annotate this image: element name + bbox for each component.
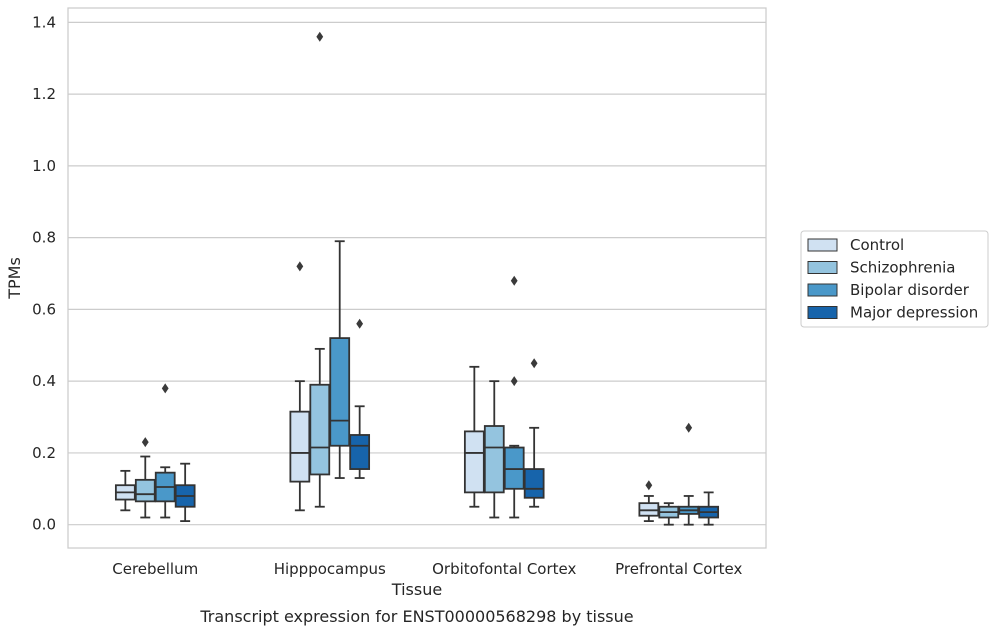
legend-label: Control <box>850 236 904 254</box>
y-axis-ticks: 0.0 0.2 0.4 0.6 0.8 1.0 1.2 1.4 <box>32 13 56 533</box>
box-major-depression <box>174 462 196 522</box>
x-axis-label: Tissue <box>391 580 442 599</box>
outlier-point <box>316 31 324 42</box>
legend-swatch <box>807 238 838 252</box>
box-bipolar-disorder <box>329 240 351 479</box>
legend-swatch <box>807 283 838 297</box>
box-schizophrenia <box>134 437 156 519</box>
box-control <box>463 365 485 508</box>
box-bipolar-disorder <box>678 422 700 526</box>
legend-label: Major depression <box>850 304 978 322</box>
y-tick-label: 0.2 <box>32 444 56 462</box>
outlier-point <box>685 422 693 433</box>
box-control <box>638 480 660 522</box>
y-tick-label: 0.6 <box>32 300 56 318</box>
x-tick-label: Cerebellum <box>112 560 198 578</box>
y-tick-label: 1.2 <box>32 85 56 103</box>
box-control <box>289 261 311 512</box>
box-schizophrenia <box>483 380 505 519</box>
y-tick-label: 1.4 <box>32 13 56 31</box>
gridlines <box>68 21 766 526</box>
legend: Control Schizophrenia Bipolar disorder Majo… <box>800 230 989 328</box>
outlier-point <box>530 358 538 369</box>
box-iqr <box>349 434 371 470</box>
box-plots <box>114 31 720 526</box>
legend-swatch <box>807 261 838 274</box>
outlier-point <box>510 275 518 286</box>
outlier-point <box>296 261 304 272</box>
box-iqr <box>483 425 505 494</box>
box-major-depression <box>349 318 371 479</box>
y-axis-label: TPMs <box>5 257 24 300</box>
outlier-point <box>645 480 653 491</box>
box-iqr <box>523 468 545 499</box>
box-iqr <box>309 383 331 476</box>
y-tick-label: 0.0 <box>32 516 56 534</box>
legend-label: Schizophrenia <box>850 259 955 277</box>
box-iqr <box>289 410 311 483</box>
box-schizophrenia <box>309 31 331 508</box>
box-schizophrenia <box>658 502 680 526</box>
legend-frame <box>800 230 989 328</box>
box-major-depression <box>523 358 545 508</box>
y-tick-label: 1.0 <box>32 157 56 175</box>
legend-label: Bipolar disorder <box>850 281 970 299</box>
box-bipolar-disorder <box>154 383 176 519</box>
box-iqr <box>329 337 351 447</box>
box-bipolar-disorder <box>503 275 525 519</box>
box-iqr <box>134 478 156 503</box>
outlier-point <box>356 318 364 329</box>
chart-caption: Transcript expression for ENST0000056829… <box>199 607 633 626</box>
y-tick-label: 0.4 <box>32 372 56 390</box>
y-tick-label: 0.8 <box>32 229 56 247</box>
legend-swatch <box>807 306 838 319</box>
plot-frame <box>67 7 767 549</box>
box-iqr <box>463 430 485 494</box>
outlier-point <box>161 383 169 394</box>
x-axis-ticks: Cerebellum Hipppocampus Orbitofontal Corte… <box>112 560 742 578</box>
outlier-point <box>510 376 518 387</box>
x-tick-label: Orbitofontal Cortex <box>432 560 576 578</box>
x-tick-label: Hipppocampus <box>274 560 386 578</box>
box-control <box>114 469 136 512</box>
box-major-depression <box>698 491 720 526</box>
outlier-point <box>141 437 149 448</box>
x-tick-label: Prefrontal Cortex <box>615 560 742 578</box>
